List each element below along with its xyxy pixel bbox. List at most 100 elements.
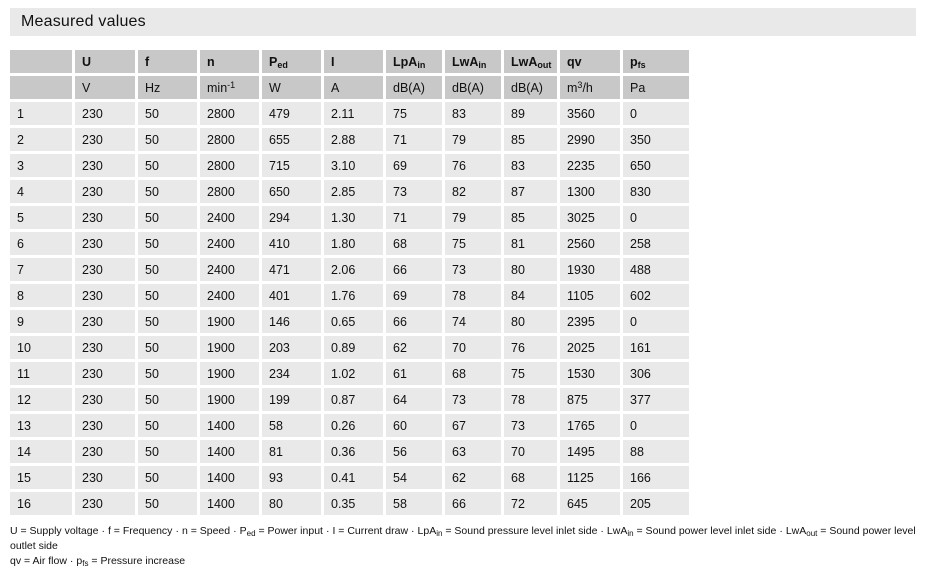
value-cell-lwa-out: 76 <box>504 336 557 359</box>
value-cell-pfs: 602 <box>623 284 689 307</box>
legend-separator: · <box>779 525 783 537</box>
value-cell-i: 0.26 <box>324 414 383 437</box>
unit-cell-n: min-1 <box>200 76 259 99</box>
value-cell-lwa-in: 68 <box>445 362 501 385</box>
value-cell-lwa-in: 73 <box>445 388 501 411</box>
value-cell-u: 230 <box>75 232 135 255</box>
table-row: 12 230 50 1900 199 0.87 64 73 78 875 377 <box>10 388 689 411</box>
value-cell-u: 230 <box>75 492 135 515</box>
value-cell-n: 1400 <box>200 414 259 437</box>
value-cell-pfs: 0 <box>623 102 689 125</box>
table-body: 1 230 50 2800 479 2.11 75 83 89 3560 0 2 230 50 2800 65… <box>10 102 689 515</box>
value-cell-ped: 146 <box>262 310 321 333</box>
value-cell-u: 230 <box>75 128 135 151</box>
value-cell-lwa-in: 78 <box>445 284 501 307</box>
value-cell-u: 230 <box>75 336 135 359</box>
value-cell-n: 1900 <box>200 310 259 333</box>
value-cell-f: 50 <box>138 336 197 359</box>
value-cell-ped: 203 <box>262 336 321 359</box>
value-cell-ped: 410 <box>262 232 321 255</box>
value-cell-pfs: 650 <box>623 154 689 177</box>
value-cell-qv: 2560 <box>560 232 620 255</box>
row-number-cell: 4 <box>10 180 72 203</box>
value-cell-u: 230 <box>75 284 135 307</box>
value-cell-ped: 234 <box>262 362 321 385</box>
legend-item: LwAin = Sound power level inlet side <box>606 525 777 538</box>
row-number-cell: 14 <box>10 440 72 463</box>
value-cell-u: 230 <box>75 180 135 203</box>
value-cell-f: 50 <box>138 388 197 411</box>
value-cell-f: 50 <box>138 154 197 177</box>
legend-item: LpAin = Sound pressure level inlet side <box>417 525 598 538</box>
value-cell-n: 2800 <box>200 154 259 177</box>
value-cell-lpa-in: 71 <box>386 206 442 229</box>
value-cell-lwa-in: 73 <box>445 258 501 281</box>
legend-item: qv = Air flow <box>10 555 67 567</box>
value-cell-u: 230 <box>75 466 135 489</box>
value-cell-i: 0.87 <box>324 388 383 411</box>
unit-cell-ped: W <box>262 76 321 99</box>
value-cell-n: 2800 <box>200 128 259 151</box>
value-cell-n: 2800 <box>200 180 259 203</box>
value-cell-f: 50 <box>138 258 197 281</box>
value-cell-f: 50 <box>138 180 197 203</box>
value-cell-pfs: 205 <box>623 492 689 515</box>
value-cell-pfs: 830 <box>623 180 689 203</box>
value-cell-lpa-in: 58 <box>386 492 442 515</box>
table-row: 8 230 50 2400 401 1.76 69 78 84 1105 602 <box>10 284 689 307</box>
value-cell-ped: 401 <box>262 284 321 307</box>
row-number-cell: 3 <box>10 154 72 177</box>
value-cell-n: 1900 <box>200 388 259 411</box>
value-cell-i: 2.85 <box>324 180 383 203</box>
value-cell-qv: 875 <box>560 388 620 411</box>
value-cell-n: 1900 <box>200 362 259 385</box>
value-cell-lpa-in: 66 <box>386 258 442 281</box>
value-cell-u: 230 <box>75 258 135 281</box>
unit-cell-lpa-in: dB(A) <box>386 76 442 99</box>
value-cell-f: 50 <box>138 466 197 489</box>
legend-separator: · <box>175 525 179 537</box>
value-cell-i: 0.65 <box>324 310 383 333</box>
row-number-cell: 10 <box>10 336 72 359</box>
value-cell-i: 1.30 <box>324 206 383 229</box>
value-cell-u: 230 <box>75 414 135 437</box>
table-row: 11 230 50 1900 234 1.02 61 68 75 1530 306 <box>10 362 689 385</box>
value-cell-lwa-out: 87 <box>504 180 557 203</box>
legend-item: LwAout = Sound power level outlet side <box>10 525 916 552</box>
unit-cell-pfs: Pa <box>623 76 689 99</box>
unit-cell-u: V <box>75 76 135 99</box>
value-cell-lpa-in: 75 <box>386 102 442 125</box>
table-row: 16 230 50 1400 80 0.35 58 66 72 645 205 <box>10 492 689 515</box>
row-number-cell: 8 <box>10 284 72 307</box>
value-cell-qv: 3560 <box>560 102 620 125</box>
value-cell-n: 1400 <box>200 492 259 515</box>
value-cell-lwa-out: 81 <box>504 232 557 255</box>
value-cell-f: 50 <box>138 414 197 437</box>
value-cell-lwa-out: 85 <box>504 206 557 229</box>
row-number-cell: 7 <box>10 258 72 281</box>
legend-item: U = Supply voltage <box>10 525 99 537</box>
unit-cell-lwa-out: dB(A) <box>504 76 557 99</box>
value-cell-i: 1.76 <box>324 284 383 307</box>
table-row: 3 230 50 2800 715 3.10 69 76 83 2235 650 <box>10 154 689 177</box>
value-cell-i: 0.35 <box>324 492 383 515</box>
unit-cell-i: A <box>324 76 383 99</box>
value-cell-lpa-in: 68 <box>386 232 442 255</box>
value-cell-i: 2.11 <box>324 102 383 125</box>
value-cell-lpa-in: 64 <box>386 388 442 411</box>
header-cell-n: n <box>200 50 259 73</box>
table-row: 15 230 50 1400 93 0.41 54 62 68 1125 166 <box>10 466 689 489</box>
table-row: 5 230 50 2400 294 1.30 71 79 85 3025 0 <box>10 206 689 229</box>
row-number-cell: 9 <box>10 310 72 333</box>
value-cell-lwa-out: 83 <box>504 154 557 177</box>
value-cell-lwa-out: 80 <box>504 310 557 333</box>
legend-separator: · <box>69 555 74 567</box>
legend-item: f = Frequency <box>107 525 173 537</box>
value-cell-i: 0.89 <box>324 336 383 359</box>
table-row: 10 230 50 1900 203 0.89 62 70 76 2025 161 <box>10 336 689 359</box>
legend-line: U = Supply voltage · f = Frequency · n = Spe… <box>10 524 916 554</box>
header-cell-i: I <box>324 50 383 73</box>
value-cell-qv: 1930 <box>560 258 620 281</box>
value-cell-lwa-out: 80 <box>504 258 557 281</box>
